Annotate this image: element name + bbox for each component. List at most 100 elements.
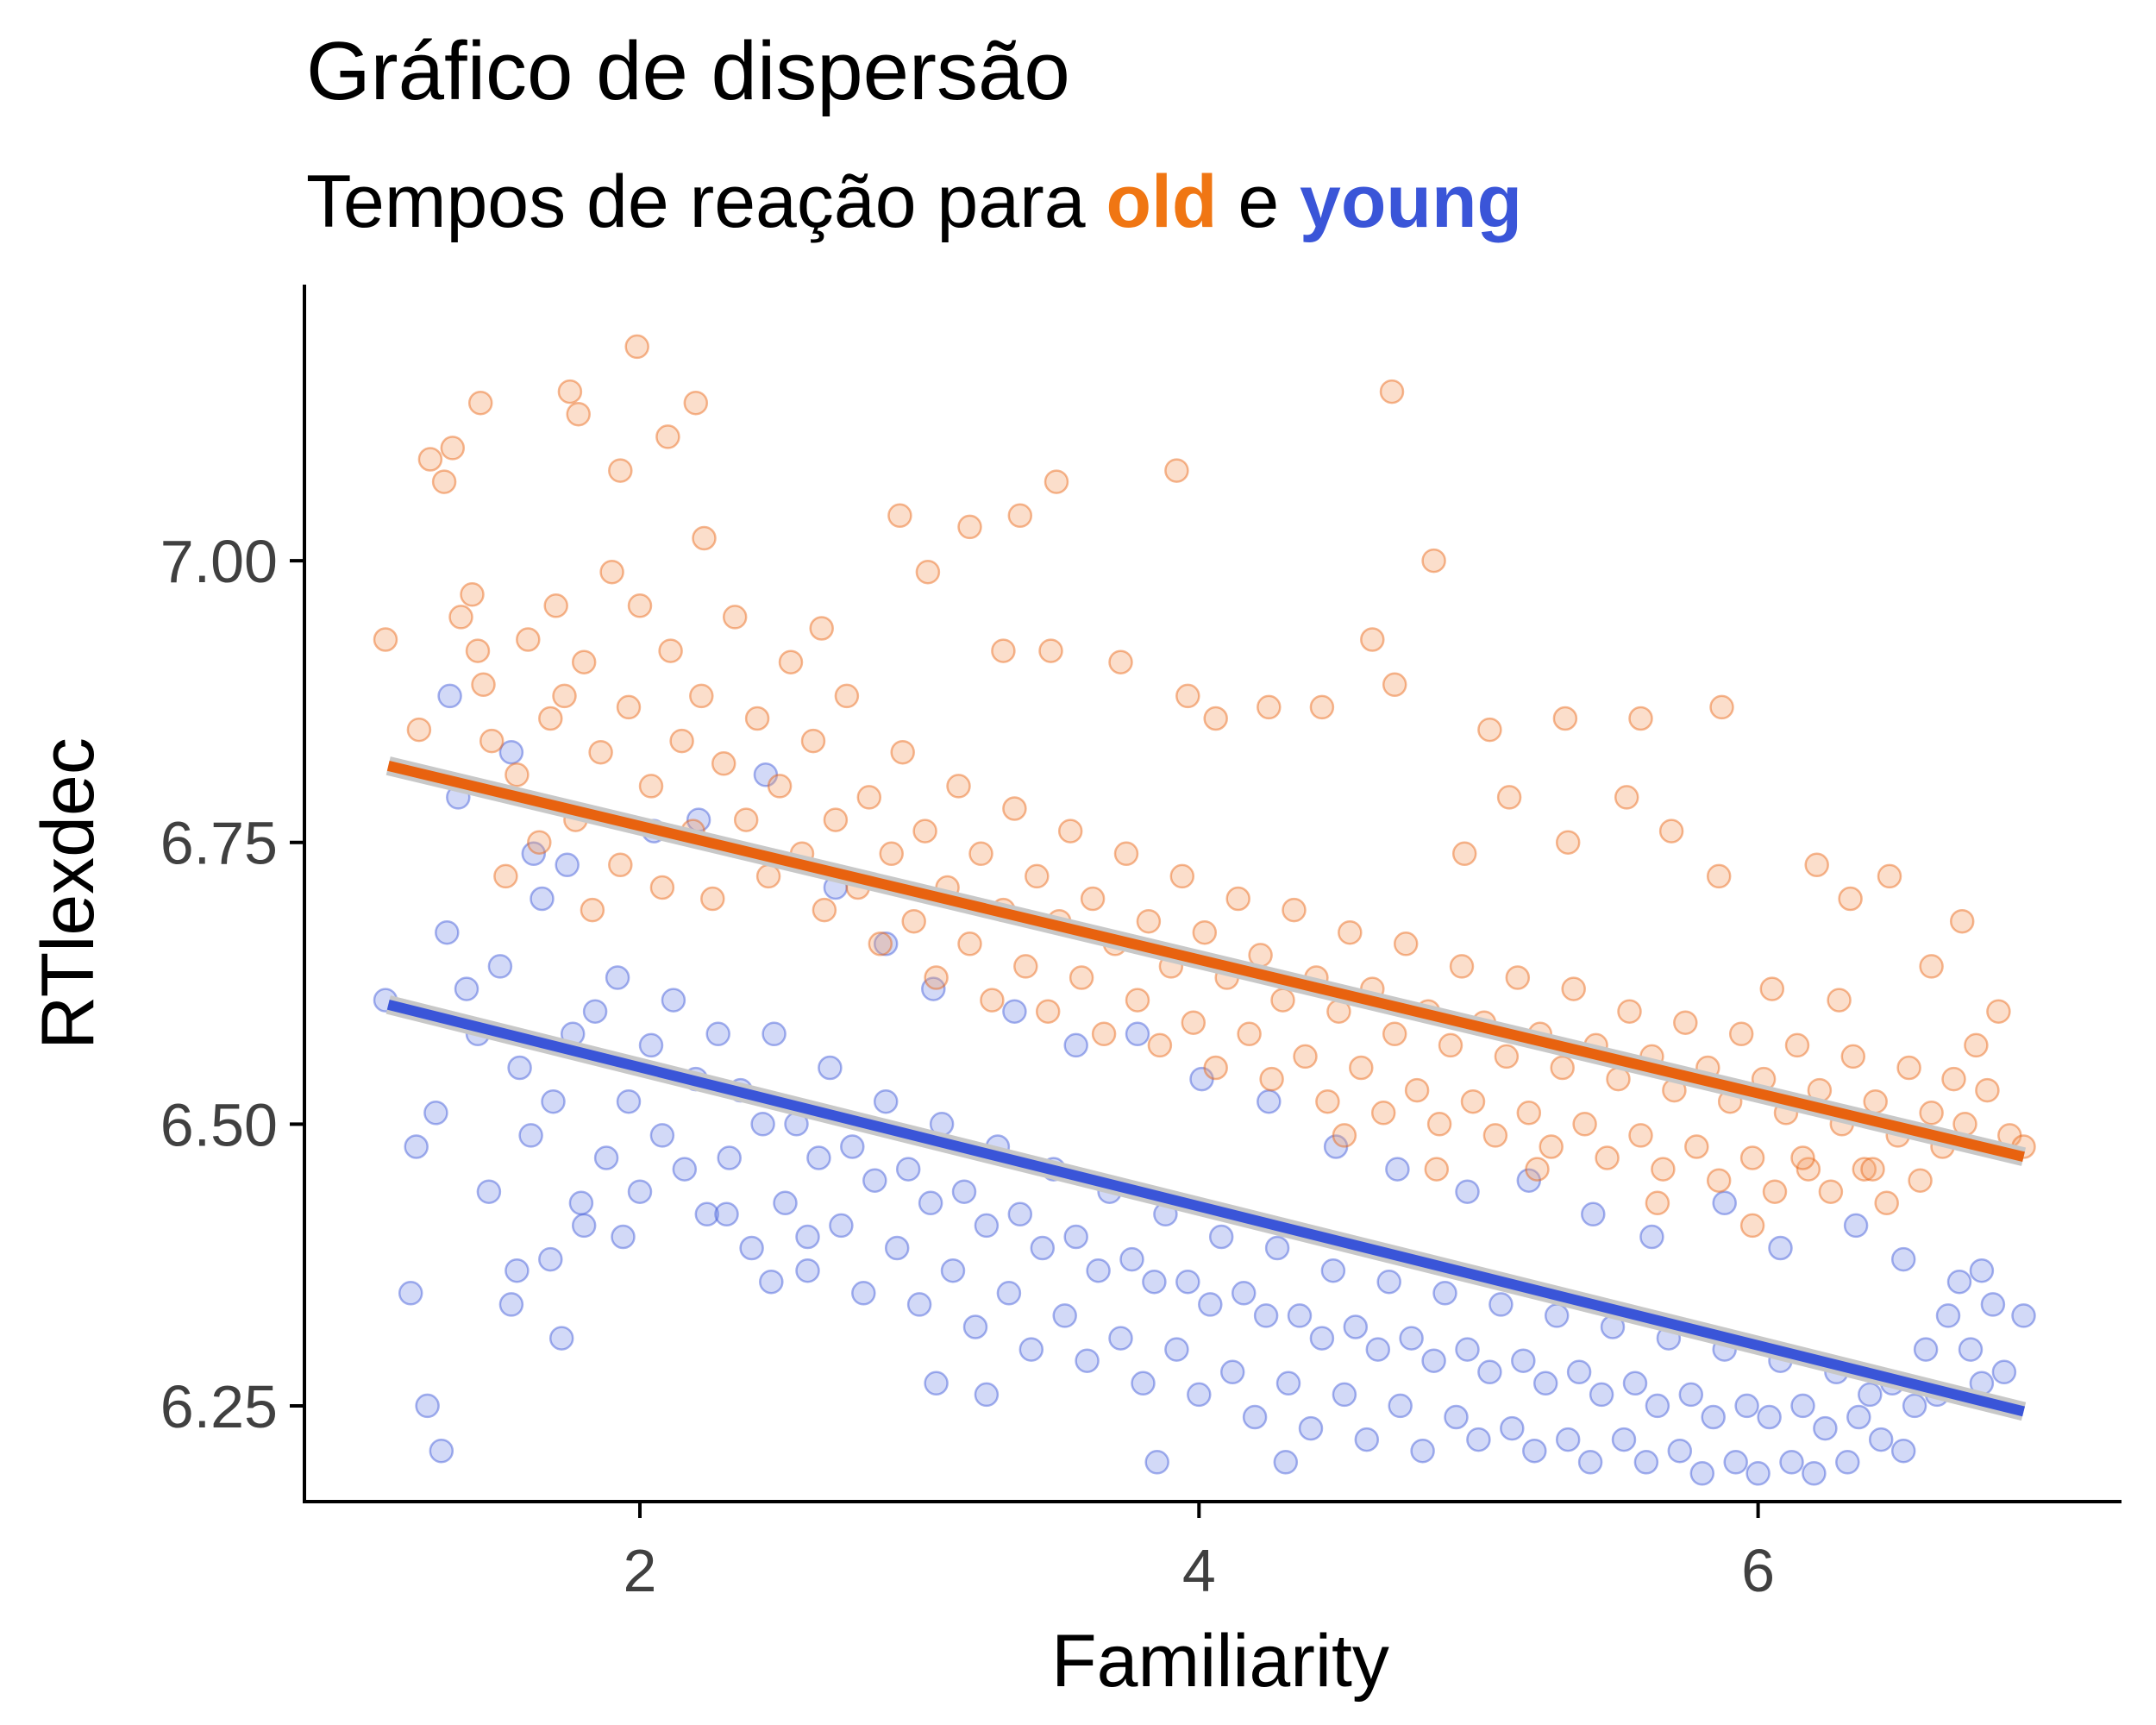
data-point-old: [1315, 1088, 1340, 1114]
data-point-old: [588, 739, 613, 765]
data-point-old: [557, 379, 583, 405]
data-point-young: [753, 762, 779, 787]
data-point-young: [1581, 1201, 1606, 1227]
data-point-young: [1323, 1134, 1349, 1159]
data-point-old: [1975, 1077, 2000, 1103]
data-point-young: [530, 886, 555, 912]
data-point-young: [1734, 1393, 1759, 1419]
data-point-old: [608, 458, 633, 483]
y-tick-label: 6.50: [160, 1091, 278, 1158]
data-point-old: [1784, 1032, 1810, 1058]
data-point-young: [571, 1213, 597, 1239]
data-point-young: [1689, 1461, 1715, 1486]
data-point-young: [1577, 1450, 1603, 1475]
data-point-young: [548, 1326, 574, 1351]
data-point-old: [744, 706, 770, 731]
data-point-old: [431, 469, 457, 494]
data-point-young: [1131, 1371, 1156, 1396]
data-point-young: [918, 1190, 943, 1216]
data-point-old: [1739, 1213, 1765, 1239]
subtitle-middle: e: [1217, 160, 1300, 243]
data-point-old: [968, 841, 993, 867]
data-point-young: [1991, 1359, 2017, 1385]
data-point-young: [851, 1281, 876, 1306]
data-point-young: [638, 1032, 664, 1058]
data-point-young: [1712, 1190, 1737, 1216]
data-point-young: [1890, 1246, 1916, 1272]
data-point-old: [493, 863, 518, 889]
data-point-young: [1007, 1201, 1033, 1227]
data-point-old: [1091, 1021, 1117, 1047]
data-point-old: [1136, 908, 1162, 934]
data-point-young: [429, 1438, 454, 1464]
data-point-old: [809, 616, 834, 641]
data-point-young: [795, 1258, 820, 1283]
data-point-old: [608, 852, 633, 878]
data-point-old: [1203, 1055, 1228, 1081]
data-point-old: [946, 774, 971, 799]
data-point-young: [1018, 1337, 1044, 1362]
data-point-old: [700, 886, 725, 912]
data-point-old: [1874, 1190, 1899, 1216]
data-point-young: [435, 919, 460, 945]
data-point-young: [593, 1145, 619, 1170]
data-point-young: [1208, 1224, 1234, 1250]
data-point-old: [1147, 1032, 1173, 1058]
data-point-young: [1455, 1179, 1480, 1204]
data-point-young: [895, 1157, 921, 1182]
data-point-old: [733, 807, 759, 832]
data-point-old: [1044, 469, 1069, 494]
data-point-old: [1013, 954, 1038, 979]
x-tick-label: 6: [1741, 1537, 1775, 1604]
data-point-young: [1622, 1371, 1648, 1396]
data-point-old: [1257, 694, 1282, 720]
data-point-young: [1410, 1438, 1435, 1464]
data-point-old: [627, 593, 653, 618]
data-point-young: [1421, 1348, 1446, 1373]
data-point-old: [1840, 1044, 1866, 1070]
data-point-young: [454, 976, 479, 1001]
data-point-young: [1376, 1269, 1401, 1295]
chart-subtitle: Tempos de reação para old e young: [306, 160, 1522, 243]
data-point-young: [1287, 1303, 1313, 1328]
data-point-old: [1270, 988, 1295, 1013]
data-point-young: [1511, 1348, 1536, 1373]
data-point-young: [1198, 1292, 1223, 1317]
data-point-old: [924, 965, 949, 990]
data-point-young: [951, 1179, 977, 1204]
data-point-old: [1225, 886, 1250, 912]
data-point-old: [1595, 1145, 1620, 1170]
data-point-old: [1451, 841, 1477, 867]
data-point-young: [750, 1112, 775, 1137]
data-point-young: [1444, 1404, 1469, 1430]
data-point-old: [1555, 830, 1581, 855]
data-point-young: [1399, 1326, 1424, 1351]
data-point-old: [887, 503, 912, 529]
data-point-young: [507, 1055, 532, 1081]
data-point-old: [543, 593, 568, 618]
data-point-old: [1025, 863, 1050, 889]
data-point-old: [1164, 458, 1189, 483]
data-point-young: [1522, 1438, 1547, 1464]
data-point-young: [1455, 1337, 1480, 1362]
data-point-young: [498, 1292, 524, 1317]
data-point-young: [940, 1258, 966, 1283]
subtitle-young-label: young: [1300, 160, 1522, 243]
data-point-young: [627, 1179, 653, 1204]
data-point-old: [1949, 908, 1975, 934]
data-point-young: [1175, 1269, 1200, 1295]
data-point-young: [1275, 1371, 1301, 1396]
data-point-young: [873, 932, 899, 957]
data-point-young: [661, 988, 686, 1013]
data-point-young: [1902, 1393, 1927, 1419]
data-point-young: [1645, 1393, 1670, 1419]
data-point-young: [1164, 1337, 1189, 1362]
data-point-old: [800, 728, 826, 754]
data-point-old: [465, 638, 491, 663]
data-point-old: [1426, 1112, 1452, 1137]
data-point-old: [980, 988, 1005, 1013]
series-young-points: [373, 683, 2036, 1486]
data-point-young: [1231, 1281, 1257, 1306]
data-point-old: [915, 559, 941, 585]
